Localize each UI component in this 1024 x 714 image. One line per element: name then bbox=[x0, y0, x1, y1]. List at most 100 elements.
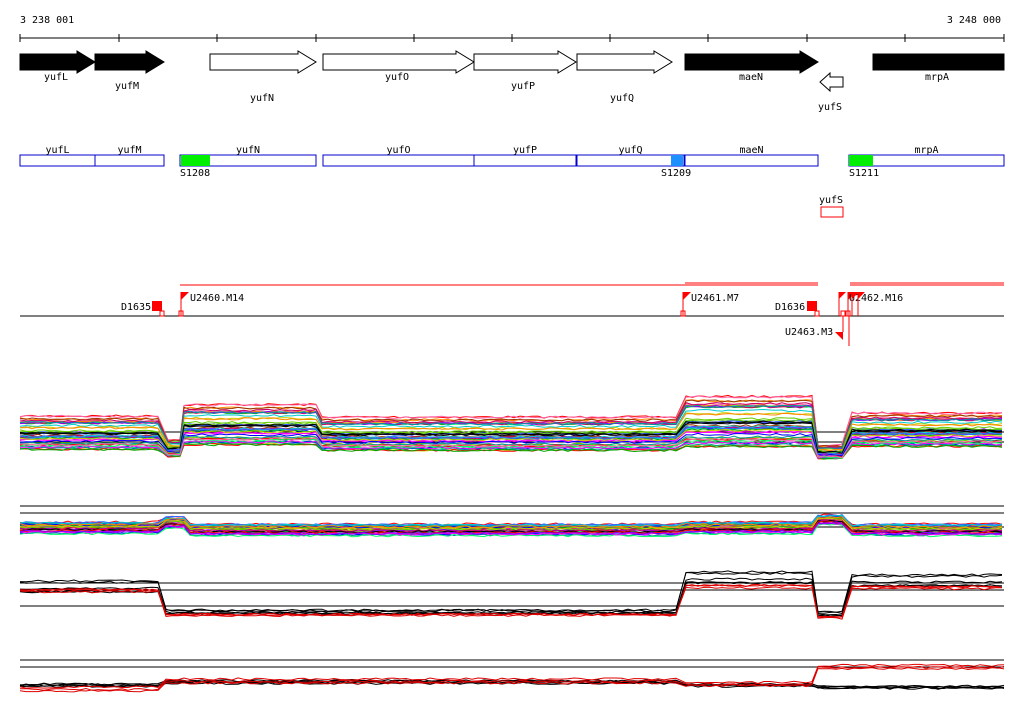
transcript-box bbox=[473, 154, 577, 167]
gene-label: yufL bbox=[44, 72, 68, 83]
transcript-yufQ[interactable]: yufQ bbox=[576, 145, 685, 167]
transcript-box bbox=[19, 154, 96, 167]
transcript-maeN[interactable]: maeN bbox=[684, 145, 819, 167]
transcript-label: yufP bbox=[513, 145, 537, 156]
feature-stub bbox=[159, 310, 165, 317]
transcript-label: yufO bbox=[386, 145, 410, 156]
gene-label: yufO bbox=[385, 72, 409, 83]
feature-U2463.M3[interactable]: U2463.M3 bbox=[785, 310, 846, 340]
site-marker bbox=[849, 155, 873, 166]
transcript-yufO[interactable]: yufO bbox=[322, 145, 475, 167]
profile-line bbox=[19, 571, 1003, 615]
gene-maeN[interactable]: maeN bbox=[684, 50, 819, 83]
profile-line bbox=[19, 437, 1003, 459]
gene-yufS[interactable]: yufS bbox=[818, 71, 844, 113]
feature-flag bbox=[839, 292, 846, 299]
gene-arrow bbox=[576, 50, 673, 74]
site-S1208[interactable]: S1208 bbox=[180, 155, 210, 179]
transcript-yufL[interactable]: yufL bbox=[19, 145, 96, 167]
profile-line bbox=[19, 516, 1003, 529]
site-marker bbox=[671, 155, 683, 166]
feature-marker bbox=[807, 301, 817, 311]
site-S1211[interactable]: S1211 bbox=[849, 155, 879, 179]
expression-panel-strand-2 bbox=[19, 659, 1005, 693]
feature-track: D1635 U2460.M14 U2461.M7 D1636 U2463.M3 U2462… bbox=[20, 282, 1004, 346]
transcript-box bbox=[322, 154, 475, 167]
gene-mrpA[interactable]: mrpA bbox=[872, 53, 1005, 83]
feature-label: U2460.M14 bbox=[190, 293, 244, 304]
feature-label: U2461.M7 bbox=[691, 293, 739, 304]
transcript-yufM[interactable]: yufM bbox=[94, 145, 165, 167]
site-label: S1209 bbox=[661, 168, 691, 179]
gene-arrow bbox=[94, 50, 165, 74]
feature-D1636[interactable]: D1636 bbox=[775, 301, 820, 317]
feature-flag bbox=[852, 292, 859, 299]
feature-label: D1636 bbox=[775, 302, 805, 313]
gene-label: maeN bbox=[739, 72, 763, 83]
transcript-yufN[interactable]: yufN bbox=[179, 145, 317, 167]
transcript-box bbox=[179, 154, 317, 167]
profile-line bbox=[19, 580, 1003, 617]
transcript-label: yufS bbox=[819, 195, 843, 206]
expression-panel-multi-2 bbox=[19, 505, 1004, 538]
feature-stub bbox=[845, 310, 851, 317]
profile-line bbox=[19, 395, 1003, 447]
gene-yufO[interactable]: yufO bbox=[322, 50, 475, 83]
gene-label: yufN bbox=[250, 93, 274, 104]
feature-label: U2463.M3 bbox=[785, 327, 833, 338]
feature-flag bbox=[858, 292, 865, 299]
gene-arrow bbox=[872, 53, 1005, 71]
ruler-ticks bbox=[19, 34, 1005, 42]
transcript-label: yufN bbox=[236, 145, 260, 156]
gene-arrow bbox=[322, 50, 475, 74]
gene-yufL[interactable]: yufL bbox=[19, 50, 96, 83]
transcript-box bbox=[94, 154, 165, 167]
site-S1209[interactable]: S1209 bbox=[661, 155, 691, 179]
site-label: S1208 bbox=[180, 168, 210, 179]
profile-line bbox=[19, 679, 1005, 689]
ruler-start-label: 3 238 001 bbox=[20, 15, 74, 26]
transcript-box bbox=[576, 154, 685, 167]
profile-line bbox=[19, 401, 1003, 449]
gene-arrow bbox=[473, 50, 577, 74]
feature-U2460.M14[interactable]: U2460.M14 bbox=[178, 292, 244, 317]
feature-D1635[interactable]: D1635 bbox=[121, 301, 165, 317]
profile-line bbox=[19, 426, 1003, 455]
feature-flag bbox=[683, 292, 691, 300]
profile-line bbox=[19, 518, 1003, 533]
expression-panel-multi bbox=[19, 394, 1004, 460]
site-marker bbox=[181, 155, 210, 166]
profile-line bbox=[19, 404, 1003, 449]
transcript-yufP[interactable]: yufP bbox=[473, 145, 577, 167]
transcript-track: yufL yufM yufN yufO yufP yufQ maeN mrpA yufS S120… bbox=[19, 145, 1005, 218]
feature-flag bbox=[835, 332, 843, 340]
feature-stub bbox=[178, 310, 184, 317]
transcript-box bbox=[820, 206, 844, 218]
profile-line bbox=[19, 514, 1003, 527]
transcript-label: maeN bbox=[739, 145, 763, 156]
feature-stub bbox=[840, 310, 846, 317]
feature-flag bbox=[181, 292, 189, 300]
profile-line bbox=[19, 521, 1003, 536]
gene-label: yufS bbox=[818, 102, 842, 113]
gene-arrow bbox=[819, 71, 844, 93]
feature-label: U2462.M16 bbox=[849, 293, 903, 304]
profile-line bbox=[19, 663, 1005, 689]
feature-U2461.M7[interactable]: U2461.M7 bbox=[680, 292, 739, 317]
gene-arrow bbox=[684, 50, 819, 74]
gene-yufN[interactable]: yufN bbox=[209, 50, 317, 104]
gene-label: mrpA bbox=[925, 72, 949, 83]
profile-line bbox=[19, 522, 1003, 536]
gene-arrow bbox=[19, 50, 96, 74]
expression-panel-strand bbox=[19, 570, 1004, 620]
profile-line bbox=[19, 399, 1003, 448]
gene-yufQ[interactable]: yufQ bbox=[576, 50, 673, 104]
gene-yufM[interactable]: yufM bbox=[94, 50, 165, 92]
profile-line bbox=[19, 665, 1005, 691]
gene-yufP[interactable]: yufP bbox=[473, 50, 577, 92]
ruler-end-label: 3 248 000 bbox=[947, 15, 1001, 26]
feature-stub bbox=[680, 310, 686, 317]
transcript-label: mrpA bbox=[914, 145, 938, 156]
transcript-yufS[interactable]: yufS bbox=[819, 195, 844, 218]
